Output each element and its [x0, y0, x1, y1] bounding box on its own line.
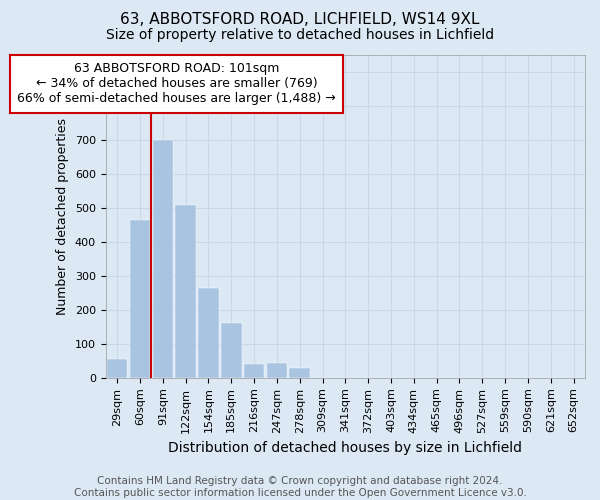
- Bar: [289, 368, 310, 378]
- Bar: [175, 204, 196, 378]
- X-axis label: Distribution of detached houses by size in Lichfield: Distribution of detached houses by size …: [169, 441, 523, 455]
- Text: 63, ABBOTSFORD ROAD, LICHFIELD, WS14 9XL: 63, ABBOTSFORD ROAD, LICHFIELD, WS14 9XL: [120, 12, 480, 28]
- Y-axis label: Number of detached properties: Number of detached properties: [56, 118, 70, 315]
- Text: Size of property relative to detached houses in Lichfield: Size of property relative to detached ho…: [106, 28, 494, 42]
- Bar: [266, 362, 287, 378]
- Bar: [130, 220, 150, 378]
- Bar: [221, 324, 242, 378]
- Text: Contains HM Land Registry data © Crown copyright and database right 2024.
Contai: Contains HM Land Registry data © Crown c…: [74, 476, 526, 498]
- Text: 63 ABBOTSFORD ROAD: 101sqm
← 34% of detached houses are smaller (769)
66% of sem: 63 ABBOTSFORD ROAD: 101sqm ← 34% of deta…: [17, 62, 336, 106]
- Bar: [198, 288, 219, 378]
- Bar: [152, 140, 173, 378]
- Bar: [244, 364, 265, 378]
- Bar: [107, 359, 127, 378]
